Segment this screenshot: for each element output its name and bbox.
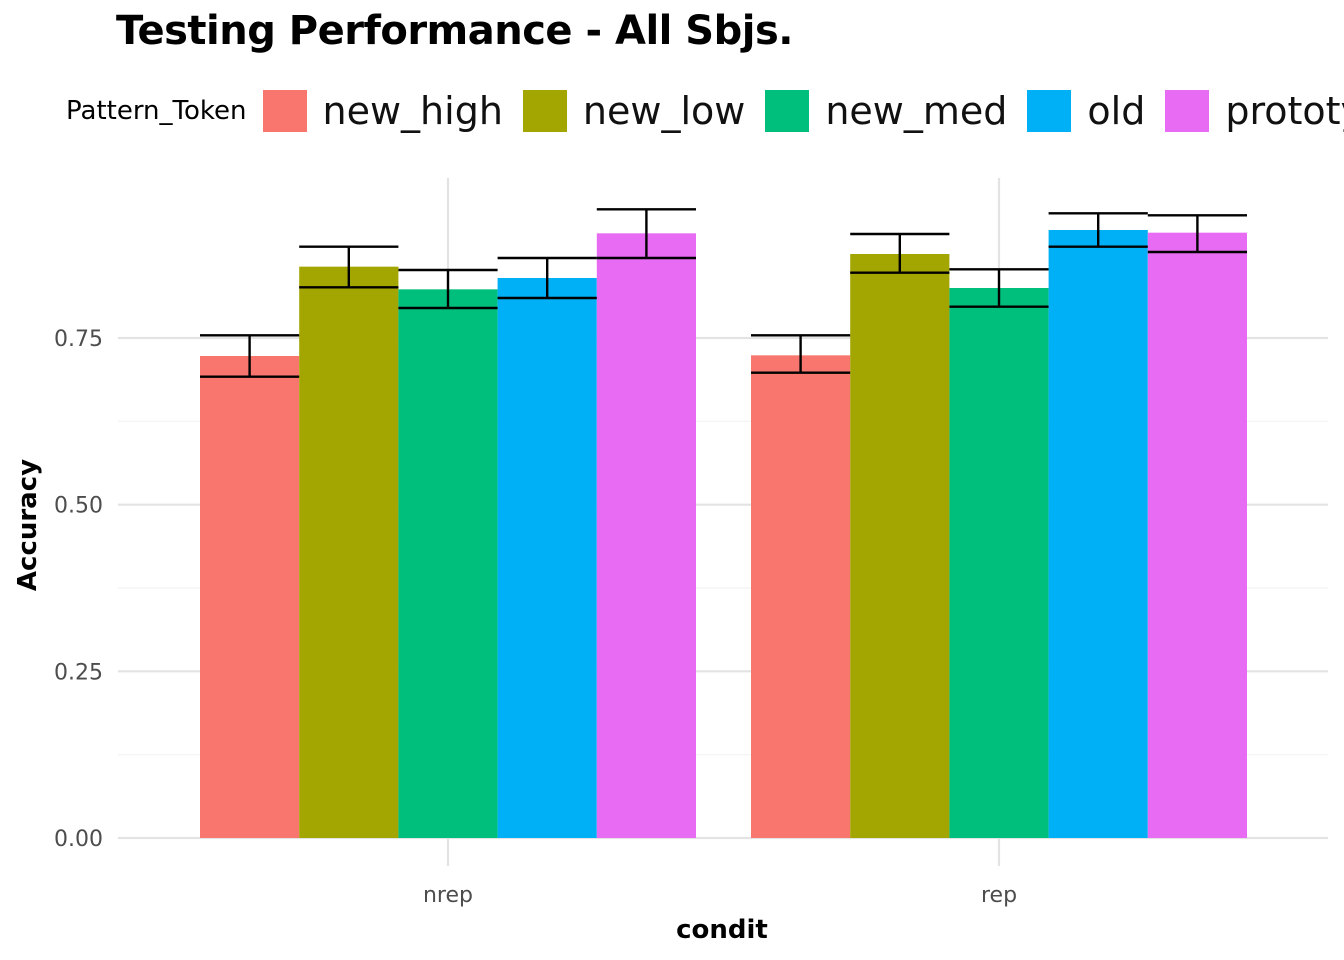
bar-new_low-nrep	[299, 266, 399, 839]
bar-new_low-rep	[850, 254, 950, 838]
legend-swatch	[765, 90, 810, 132]
bar-prototype-nrep	[596, 233, 696, 839]
legend-swatch	[522, 90, 567, 132]
error-bar-new_high-nrep	[200, 334, 300, 378]
bar-new_high-nrep	[200, 356, 300, 838]
chart-title: Testing Performance - All Sbjs.	[116, 8, 793, 54]
y-tick-labels: 0.00 0.25 0.50 0.75	[54, 327, 103, 852]
error-bar-new_low-nrep	[299, 245, 399, 289]
y-axis-title: Accuracy	[13, 459, 43, 591]
legend-item-new-high: new_high	[262, 89, 503, 133]
bar-old-nrep	[497, 278, 597, 838]
error-bar-new_low-rep	[850, 232, 950, 274]
legend-swatch	[1027, 90, 1072, 132]
legend-item-new-low: new_low	[522, 89, 746, 133]
y-tick-label: 0.75	[54, 327, 103, 352]
bar-old-rep	[1048, 230, 1148, 838]
x-axis-title: condit	[676, 915, 768, 945]
legend-label: new_med	[825, 89, 1008, 133]
legend-item-old: old	[1027, 89, 1145, 133]
bars	[200, 230, 1247, 839]
error-bar-new_med-nrep	[398, 268, 498, 310]
error-bar-new_high-rep	[751, 334, 851, 374]
legend-swatch	[1165, 90, 1210, 132]
y-tick-label: 0.50	[54, 494, 103, 519]
legend-title: Pattern_Token	[66, 96, 247, 126]
bar-new_med-rep	[949, 288, 1049, 838]
error-bar-prototype-rep	[1147, 214, 1247, 254]
y-tick-label: 0.00	[54, 827, 103, 852]
legend-label: old	[1087, 89, 1146, 133]
error-bars	[200, 208, 1247, 378]
bar-new_med-nrep	[398, 289, 498, 838]
legend-swatch	[262, 90, 307, 132]
legend-label: new_high	[322, 89, 503, 133]
error-bar-new_med-rep	[949, 268, 1049, 308]
x-tick-label: rep	[981, 883, 1017, 908]
legend-label: new_low	[582, 89, 746, 133]
legend-item-prototype: prototype	[1165, 89, 1344, 133]
error-bar-old-rep	[1048, 212, 1148, 248]
legend: Pattern_Token new_high new_low new_med o…	[66, 88, 1344, 134]
legend-item-new-med: new_med	[765, 89, 1007, 133]
error-bar-old-nrep	[497, 256, 597, 300]
legend-label: prototype	[1225, 89, 1344, 133]
y-tick-label: 0.25	[54, 660, 103, 685]
bar-prototype-rep	[1147, 232, 1247, 838]
error-bar-prototype-nrep	[596, 208, 696, 260]
x-tick-label: nrep	[423, 883, 473, 908]
x-tick-labels: nrep rep	[423, 883, 1017, 908]
bar-new_high-rep	[751, 355, 851, 838]
